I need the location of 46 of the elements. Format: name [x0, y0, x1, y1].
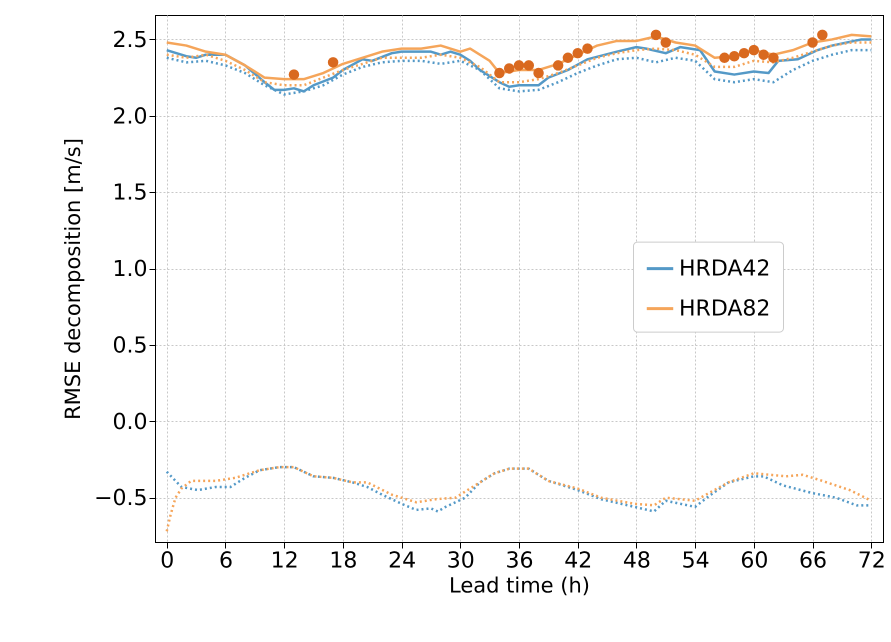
point: [524, 60, 534, 71]
point: [562, 52, 574, 64]
point: [768, 52, 779, 64]
point: [572, 48, 583, 58]
x-tick-label: 0: [160, 548, 174, 574]
y-tick-label: 0.0: [112, 410, 148, 435]
point: [514, 60, 524, 71]
y-tick-label: 0.5: [112, 333, 148, 358]
point: [552, 60, 564, 71]
point: [807, 37, 818, 48]
y-tick-label: 2.5: [112, 28, 148, 53]
x-tick-label: 60: [740, 548, 768, 574]
y-axis-title: RMSE decomposition [m/s]: [61, 138, 86, 420]
point: [817, 30, 828, 40]
point: [738, 48, 750, 58]
point: [533, 68, 544, 78]
point: [650, 30, 662, 40]
point: [582, 43, 593, 54]
point: [719, 52, 730, 64]
point: [758, 49, 769, 60]
x-tick-label: 36: [506, 548, 534, 574]
x-tick-label: 66: [799, 548, 828, 574]
y-tick-label: 1.5: [112, 180, 148, 206]
x-tick-label: 42: [564, 548, 592, 574]
point: [328, 57, 338, 68]
y-tick-label: −0.5: [94, 486, 148, 512]
x-tick-label: 54: [682, 548, 710, 574]
point: [748, 44, 760, 56]
point: [504, 63, 514, 74]
point: [494, 68, 505, 78]
y-tick-label: 2.0: [112, 104, 148, 130]
x-tick-label: 30: [446, 548, 475, 574]
legend-label: HRDA42: [679, 256, 770, 282]
x-axis-title: Lead time (h): [449, 574, 590, 598]
x-tick-label: 6: [218, 548, 233, 574]
legend-label: HRDA82: [679, 296, 770, 322]
x-tick-label: 24: [388, 548, 416, 574]
line-series: [165, 466, 873, 533]
y-tick-label: 1.0: [112, 257, 148, 282]
point: [729, 51, 740, 62]
x-tick-label: 18: [329, 548, 358, 574]
point: [660, 37, 672, 48]
x-tick-label: 48: [622, 548, 651, 574]
point: [288, 69, 300, 80]
x-tick-label: 72: [858, 548, 886, 574]
x-tick-label: 12: [270, 548, 299, 574]
